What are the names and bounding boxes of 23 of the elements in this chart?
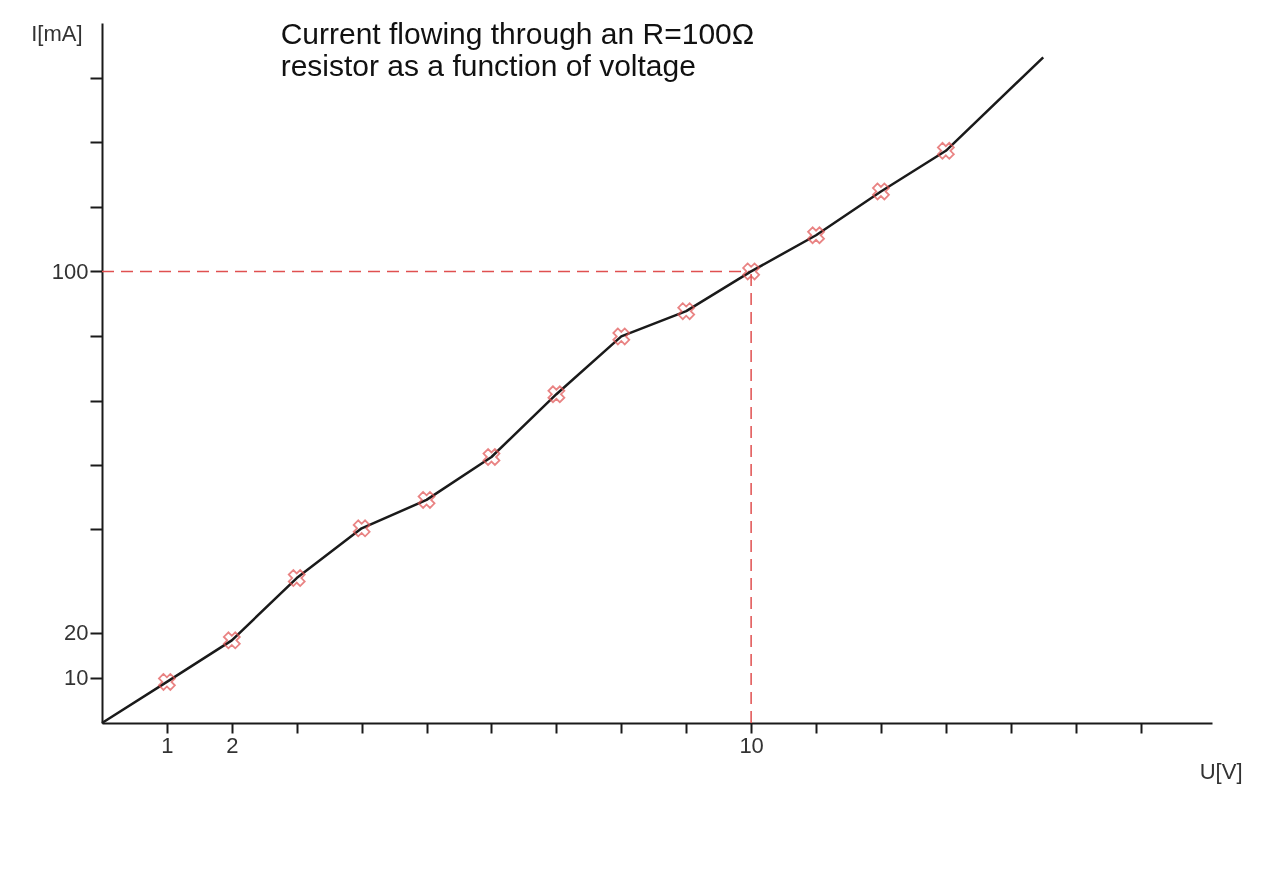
point — [936, 141, 955, 160]
point — [158, 673, 176, 691]
y-tick-label: 100 — [51, 258, 89, 284]
point — [807, 226, 825, 245]
x-tick-label: 2 — [226, 732, 239, 758]
point — [482, 448, 501, 466]
point — [352, 519, 371, 538]
point — [872, 182, 890, 201]
point — [417, 491, 436, 509]
y-axis-title: I[mA] — [31, 20, 83, 46]
text: Current flowing through an R=100Ω — [280, 17, 755, 50]
point — [547, 385, 566, 404]
x-tick-label: 1 — [161, 732, 174, 758]
point — [742, 262, 760, 281]
point — [677, 302, 696, 321]
x-axis-title: U[V] — [1199, 758, 1243, 784]
y-tick-label: 10 — [64, 665, 89, 691]
point — [612, 327, 631, 346]
text: resistor as a function of voltage — [280, 49, 696, 82]
x-tick-label: 10 — [739, 732, 764, 758]
point — [287, 569, 306, 587]
y-tick-label: 20 — [64, 620, 89, 646]
point — [222, 631, 241, 650]
